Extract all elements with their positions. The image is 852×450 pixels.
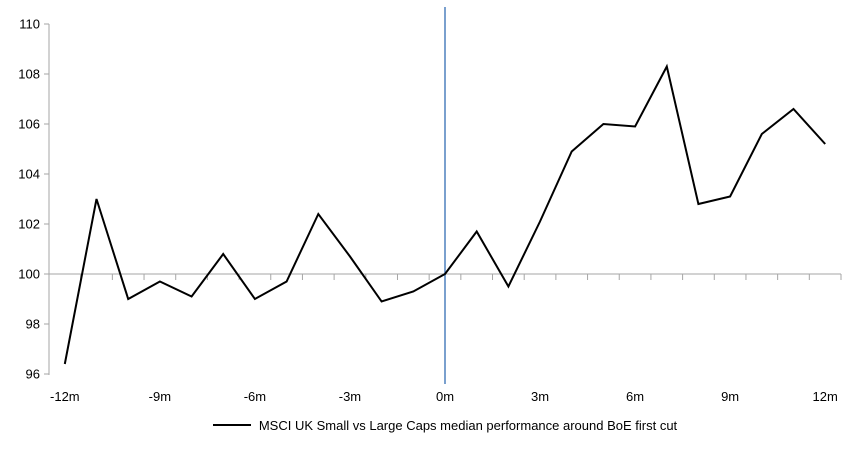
y-axis-tick-label: 108 xyxy=(18,67,40,82)
x-axis-tick-label: 3m xyxy=(531,389,549,404)
legend-line-swatch xyxy=(212,424,251,426)
y-axis-tick-label: 106 xyxy=(18,117,40,132)
x-axis-tick-label: -6m xyxy=(244,389,266,404)
x-axis-tick-label: -9m xyxy=(149,389,171,404)
y-axis-tick-label: 96 xyxy=(26,367,40,382)
legend: MSCI UK Small vs Large Caps median perfo… xyxy=(49,415,841,435)
x-axis-tick-label: 0m xyxy=(436,389,454,404)
y-axis-tick-label: 104 xyxy=(18,167,40,182)
x-axis-tick-label: 6m xyxy=(626,389,644,404)
x-axis-tick-label: -3m xyxy=(339,389,361,404)
y-axis-tick-label: 110 xyxy=(19,17,40,32)
x-axis-tick-label: 12m xyxy=(813,389,838,404)
y-axis-tick-label: 100 xyxy=(18,267,40,282)
y-axis-tick-label: 102 xyxy=(18,217,40,232)
legend-label: MSCI UK Small vs Large Caps median perfo… xyxy=(258,417,678,433)
x-axis-tick-label: 9m xyxy=(721,389,739,404)
series-line xyxy=(63,63,826,365)
y-axis-tick-label: 98 xyxy=(26,317,40,332)
x-axis-tick-label: -12m xyxy=(50,389,80,404)
